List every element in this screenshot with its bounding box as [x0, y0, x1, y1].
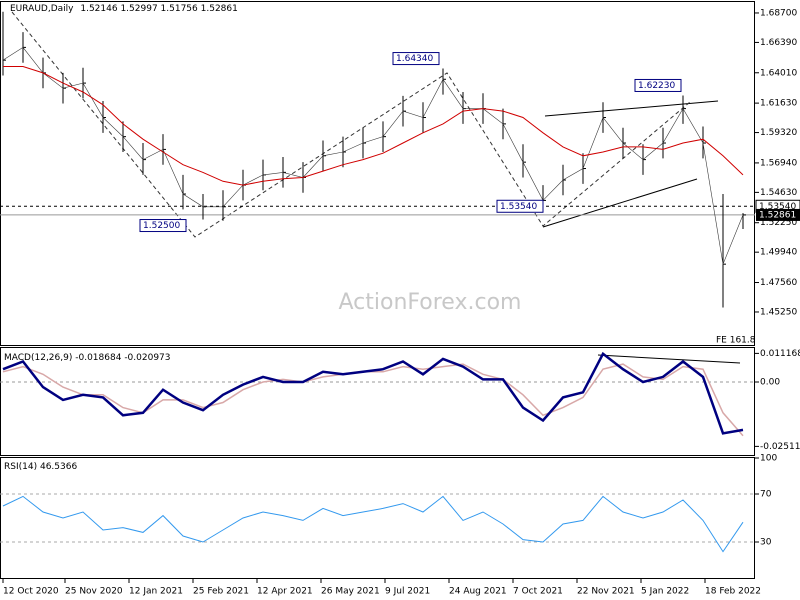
- x-tick-label: 12 Jan 2021: [129, 587, 183, 597]
- x-tick-label: 26 May 2021: [321, 587, 380, 597]
- annotation-label: 1.53540: [500, 202, 537, 212]
- x-tick-label: 12 Apr 2021: [257, 587, 313, 597]
- macd-last: -0.018684: [75, 353, 121, 363]
- y-tick-label: 0.00: [760, 378, 780, 388]
- macd-header: MACD(12,26,9) -0.018684 -0.020973: [4, 353, 171, 363]
- fe-label: FE 161.8: [716, 336, 756, 346]
- annotation-box: [392, 52, 440, 66]
- close-tag: [756, 208, 800, 221]
- annotation-box: [139, 219, 187, 233]
- close-line-series: [2, 47, 744, 266]
- x-tick-label: 18 Feb 2022: [705, 587, 761, 597]
- macd-line: [2, 351, 744, 435]
- y-tick-label: 1.54630: [760, 188, 797, 198]
- macd-name: MACD(12,26,9): [4, 353, 72, 363]
- level-label: 1.53540: [759, 202, 796, 212]
- watermark: ActionForex.com: [339, 290, 522, 315]
- annotation-box: [634, 78, 682, 92]
- y-tick-label: 1.52250: [760, 218, 797, 228]
- low: 1.51756: [161, 4, 198, 14]
- x-tick-label: 5 Jan 2022: [641, 587, 689, 597]
- y-tick-label: -0.025117: [760, 442, 800, 452]
- price-panel: [0, 1, 755, 346]
- y-tick-label: 1.64010: [760, 68, 797, 78]
- signal-last: -0.020973: [124, 353, 170, 363]
- rsi-header: RSI(14) 46.5366: [4, 462, 77, 472]
- y-tick-label: 0.011168: [760, 349, 800, 359]
- rsi-last: 46.5366: [40, 462, 77, 472]
- y-tick-label: 100: [760, 454, 777, 464]
- y-tick-label: 1.68700: [760, 8, 797, 18]
- macd-panel: [0, 347, 755, 456]
- rsi-line: [2, 495, 744, 553]
- y-tick-label: 1.49940: [760, 248, 797, 258]
- close-label: 1.52861: [759, 210, 796, 220]
- x-tick-label: 9 Jul 2021: [385, 587, 430, 597]
- rsi-name: RSI(14): [4, 462, 37, 472]
- y-tick-label: 1.59320: [760, 128, 797, 138]
- x-tick-label: 25 Feb 2021: [193, 587, 249, 597]
- x-tick-label: 7 Oct 2021: [513, 587, 563, 597]
- x-tick-label: 22 Nov 2021: [577, 587, 635, 597]
- rsi-panel: [0, 457, 755, 579]
- moving-average: [3, 66, 744, 186]
- x-tick-label: 25 Nov 2020: [65, 587, 123, 597]
- annotation-box: [496, 199, 544, 213]
- y-tick-label: 1.61630: [760, 99, 797, 109]
- y-tick-label: 1.45250: [760, 307, 797, 317]
- wave-lines: [11, 11, 691, 238]
- y-tick-label: 70: [760, 490, 772, 500]
- y-tick-label: 1.66390: [760, 38, 797, 48]
- x-tick-label: 12 Oct 2020: [3, 587, 59, 597]
- y-tick-label: 1.56940: [760, 158, 797, 168]
- y-tick-label: 30: [760, 538, 772, 548]
- annotation-label: 1.52500: [143, 221, 180, 231]
- open: 1.52146: [80, 4, 117, 14]
- x-tick-label: 24 Aug 2021: [449, 587, 507, 597]
- annotation-label: 1.64340: [396, 54, 433, 64]
- signal-line: [2, 363, 744, 437]
- close: 1.52861: [201, 4, 238, 14]
- symbol: EURAUD,Daily: [10, 4, 74, 14]
- y-tick-label: 1.47560: [760, 278, 797, 288]
- trendlines: [542, 100, 741, 364]
- high: 1.52997: [120, 4, 157, 14]
- annotation-label: 1.62230: [638, 81, 675, 91]
- header: EURAUD,Daily 1.52146 1.52997 1.51756 1.5…: [10, 4, 238, 14]
